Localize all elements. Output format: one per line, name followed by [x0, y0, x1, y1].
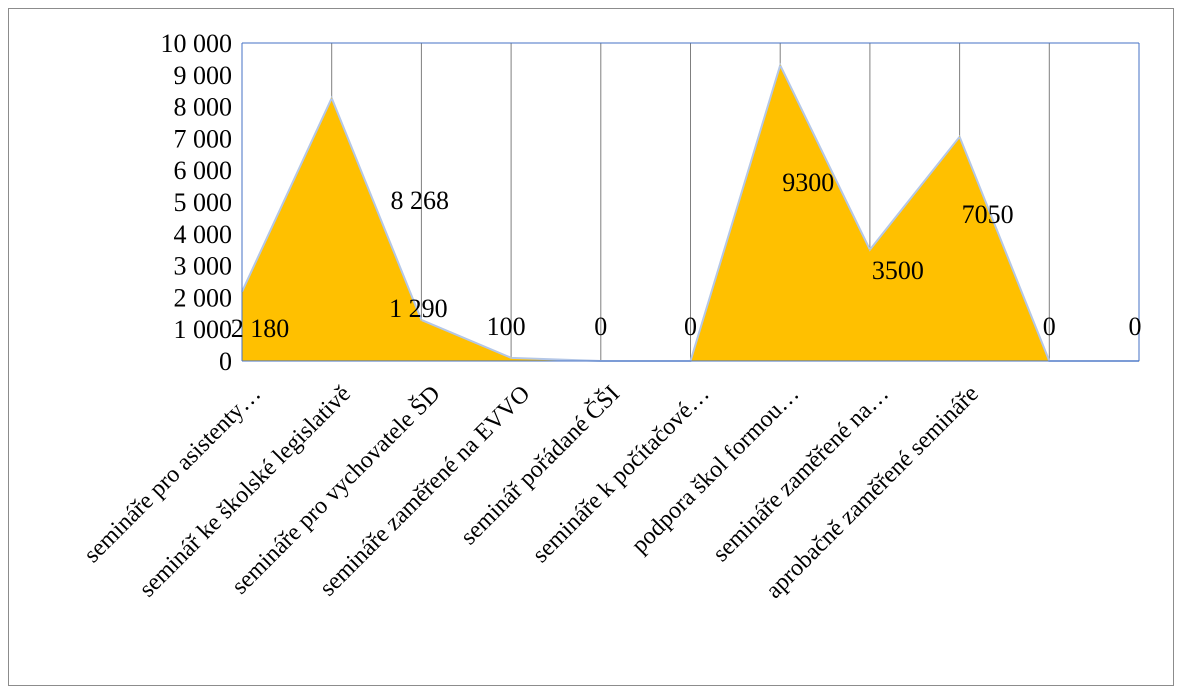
y-tick-label: 6 000: [174, 156, 233, 185]
y-tick-label: 7 000: [174, 124, 233, 153]
y-tick-label: 2 000: [174, 283, 233, 312]
data-point: [779, 64, 781, 66]
x-tick-label: semináře k počítačové…: [528, 381, 715, 568]
y-tick-label: 3 000: [174, 252, 233, 281]
data-labels: 2 180 8 268 1 290 100 0 0 9300 3500 7050 0 0: [231, 168, 1142, 343]
chart-frame: 0 1 000 2 000 3 000 4 000 5 000 6 000 7 000 8 00…: [8, 8, 1174, 686]
data-point: [331, 97, 333, 99]
axes: [241, 42, 1140, 362]
y-tick-label: 10 000: [161, 29, 233, 58]
y-tick-label: 5 000: [174, 188, 233, 217]
data-point: [510, 357, 512, 359]
y-tick-label: 0: [219, 347, 232, 376]
data-label: 0: [594, 312, 607, 341]
data-label: 2 180: [231, 314, 290, 343]
y-tick-label: 8 000: [174, 93, 233, 122]
y-tick-label: 4 000: [174, 220, 233, 249]
data-label: 0: [684, 312, 697, 341]
data-point: [959, 136, 961, 138]
data-label: 100: [487, 312, 526, 341]
data-label: 9300: [782, 168, 834, 197]
x-tick-label: semináře pro asistenty…: [79, 381, 266, 568]
x-tick-label: seminář pořádané ČŠI: [455, 380, 625, 550]
data-point: [420, 319, 422, 321]
x-tick-label: podpora škol formou…: [627, 381, 805, 559]
data-label: 3500: [872, 256, 924, 285]
data-label: 0: [1043, 312, 1056, 341]
y-tick-label: 9 000: [174, 61, 233, 90]
data-label: 1 290: [389, 294, 448, 323]
area-fill: [242, 65, 1139, 361]
data-label: 7050: [962, 200, 1014, 229]
data-point: [869, 249, 871, 251]
data-label: 8 268: [390, 186, 449, 215]
data-label: 0: [1129, 312, 1142, 341]
x-tick-label: semináře zaměřené na…: [708, 381, 894, 567]
x-axis-tick-labels: semináře pro asistenty…seminář ke školsk…: [79, 380, 984, 604]
y-tick-label: 1 000: [174, 315, 233, 344]
